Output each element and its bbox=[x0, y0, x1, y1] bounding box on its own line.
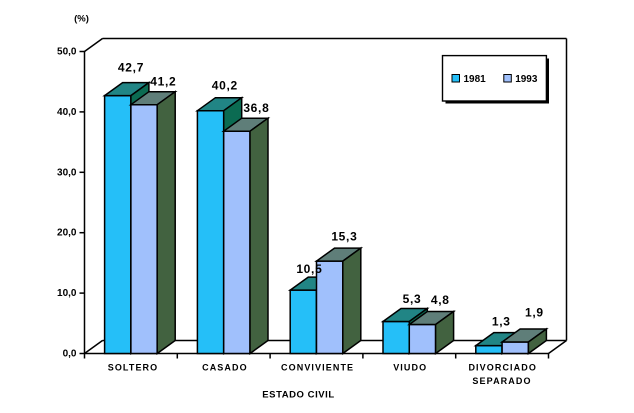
svg-text:VIUDO: VIUDO bbox=[393, 363, 427, 373]
svg-text:30,0: 30,0 bbox=[57, 167, 77, 178]
svg-text:0,0: 0,0 bbox=[63, 349, 77, 360]
svg-text:41,2: 41,2 bbox=[150, 75, 176, 89]
svg-text:10,5: 10,5 bbox=[296, 262, 322, 276]
svg-text:DIVORCIADO: DIVORCIADO bbox=[468, 363, 537, 373]
svg-text:10,0: 10,0 bbox=[57, 288, 77, 299]
svg-text:1,9: 1,9 bbox=[525, 306, 544, 320]
svg-text:(%): (%) bbox=[74, 14, 89, 25]
svg-text:1993: 1993 bbox=[515, 74, 538, 85]
svg-text:40,0: 40,0 bbox=[57, 107, 77, 118]
svg-text:20,0: 20,0 bbox=[57, 228, 77, 239]
svg-text:15,3: 15,3 bbox=[331, 229, 357, 243]
svg-text:1,3: 1,3 bbox=[492, 314, 511, 328]
svg-text:5,3: 5,3 bbox=[403, 292, 422, 306]
svg-text:40,2: 40,2 bbox=[212, 79, 238, 93]
svg-text:36,8: 36,8 bbox=[243, 101, 269, 115]
svg-text:SOLTERO: SOLTERO bbox=[108, 363, 159, 373]
svg-text:1981: 1981 bbox=[464, 74, 487, 85]
svg-text:4,8: 4,8 bbox=[431, 293, 450, 307]
svg-text:42,7: 42,7 bbox=[118, 60, 144, 74]
svg-text:CASADO: CASADO bbox=[202, 363, 248, 373]
svg-text:50,0: 50,0 bbox=[57, 47, 77, 58]
svg-text:CONVIVIENTE: CONVIVIENTE bbox=[281, 363, 354, 373]
svg-text:ESTADO CIVIL: ESTADO CIVIL bbox=[262, 390, 334, 401]
svg-text:SEPARADO: SEPARADO bbox=[472, 376, 531, 386]
